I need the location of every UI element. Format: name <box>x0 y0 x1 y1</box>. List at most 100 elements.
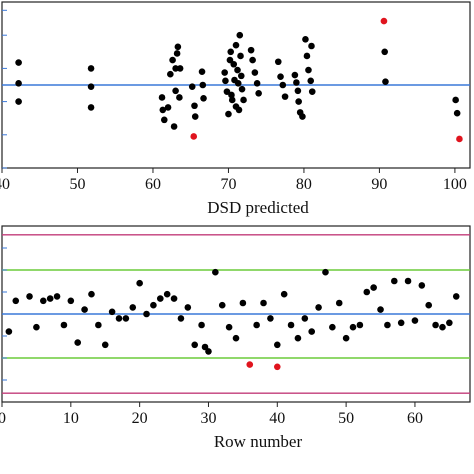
data-point <box>342 334 350 342</box>
data-point <box>260 299 267 307</box>
data-point <box>15 59 22 66</box>
data-point <box>411 317 419 324</box>
data-point <box>160 116 168 124</box>
data-point <box>335 299 343 307</box>
data-point <box>115 315 123 322</box>
data-point <box>237 52 244 60</box>
data-point <box>87 83 95 90</box>
data-point <box>5 328 13 335</box>
data-point <box>377 306 384 313</box>
data-point <box>159 106 167 114</box>
data-point <box>228 91 235 99</box>
data-point <box>218 301 226 309</box>
data-point <box>425 301 433 309</box>
x-tick-label: 70 <box>220 176 236 193</box>
data-point <box>176 94 183 101</box>
data-point <box>247 46 255 54</box>
data-point <box>299 113 306 120</box>
data-point <box>236 31 244 39</box>
data-point <box>169 56 176 64</box>
data-point <box>238 85 246 93</box>
data-point <box>308 88 316 95</box>
outlier-point <box>380 17 388 25</box>
data-point <box>301 315 309 322</box>
data-point <box>303 52 311 60</box>
data-point <box>287 321 295 329</box>
top-scatter-chart: 40 50 60 70 80 90 100 DSD predicted <box>0 1 471 217</box>
data-point <box>253 80 261 87</box>
data-point <box>177 315 185 322</box>
x-tick-label: 90 <box>371 176 387 193</box>
data-point <box>101 341 109 349</box>
data-point <box>12 297 20 305</box>
data-point <box>53 293 61 300</box>
data-point <box>158 94 166 101</box>
data-point <box>15 98 22 105</box>
data-point <box>239 299 247 307</box>
data-point <box>60 321 68 329</box>
data-point <box>356 321 364 329</box>
data-point <box>164 104 172 111</box>
data-point <box>253 321 260 329</box>
data-point <box>87 104 95 111</box>
data-point <box>230 60 238 68</box>
data-point <box>279 81 287 89</box>
data-point <box>315 304 322 311</box>
data-point <box>188 83 196 90</box>
data-point <box>174 43 182 51</box>
x-tick-label: 20 <box>132 410 148 427</box>
data-point <box>302 36 309 43</box>
data-point <box>384 321 391 329</box>
x-tick-label: 40 <box>0 176 10 193</box>
data-point <box>198 321 205 329</box>
data-point <box>370 284 377 291</box>
outlier-point <box>456 135 463 143</box>
data-point <box>33 323 40 331</box>
data-point <box>199 81 207 89</box>
x-tick-label: 60 <box>145 176 161 193</box>
data-point <box>136 279 143 287</box>
data-point <box>172 65 179 72</box>
data-point <box>418 282 426 289</box>
data-point <box>251 69 259 76</box>
data-point <box>404 277 412 285</box>
x-tick-label: 50 <box>338 410 354 427</box>
data-point <box>198 68 206 76</box>
data-point <box>95 321 102 329</box>
data-point <box>452 293 460 300</box>
x-tick-label: 40 <box>269 410 285 427</box>
data-point <box>15 80 22 87</box>
data-point <box>26 293 33 300</box>
outlier-point <box>190 133 198 140</box>
data-point <box>446 319 453 327</box>
outlier-point <box>273 363 281 371</box>
data-point <box>191 113 199 120</box>
data-point <box>173 50 181 57</box>
data-point <box>240 96 247 104</box>
data-point <box>184 304 192 311</box>
data-point <box>249 56 256 64</box>
data-point <box>232 334 240 342</box>
data-point <box>191 341 199 349</box>
x-tick-label: 50 <box>69 176 85 193</box>
data-point <box>363 288 371 296</box>
data-point <box>291 71 299 79</box>
data-point <box>46 295 54 302</box>
outlier-point <box>246 361 254 368</box>
data-point <box>432 321 439 329</box>
data-point <box>397 319 405 327</box>
data-point <box>322 268 329 276</box>
data-point <box>172 87 179 95</box>
data-point <box>227 48 235 56</box>
data-point <box>74 339 82 346</box>
data-point <box>293 79 300 86</box>
data-point <box>156 295 164 302</box>
data-point <box>439 323 446 331</box>
data-point <box>108 308 116 316</box>
data-point <box>150 301 157 309</box>
data-point <box>234 66 241 74</box>
data-point <box>122 315 130 322</box>
data-point <box>453 109 461 117</box>
data-point <box>88 290 95 298</box>
x-tick-label: 30 <box>200 410 216 427</box>
